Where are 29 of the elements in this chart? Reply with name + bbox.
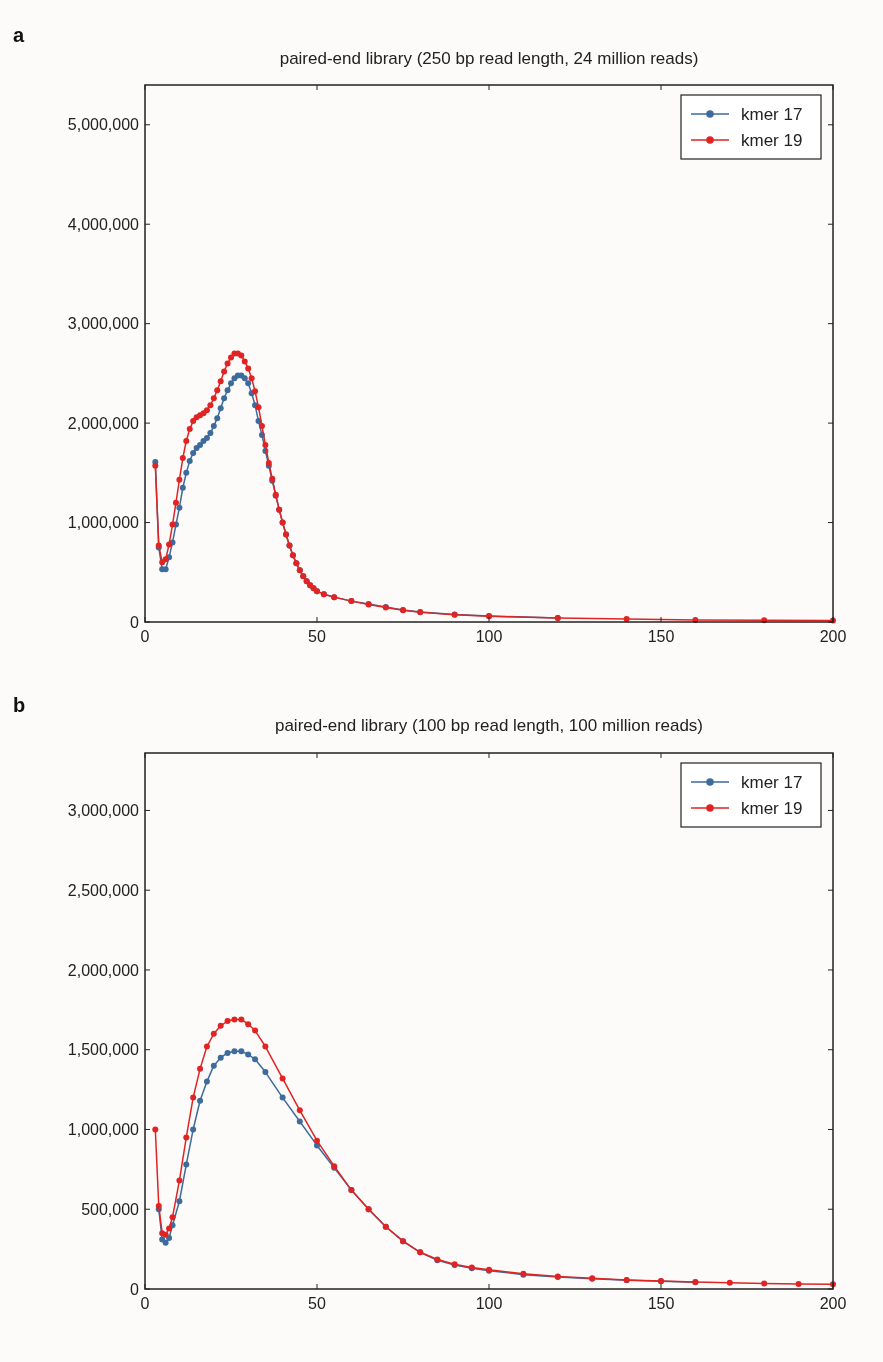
legend-label: kmer 19 <box>741 130 803 150</box>
y-tick-label: 500,000 <box>81 1200 140 1218</box>
y-tick-label: 5,000,000 <box>67 116 140 134</box>
x-tick-label: 200 <box>819 1295 847 1312</box>
legend-label: kmer 19 <box>741 798 803 818</box>
chart-title: paired-end library (100 bp read length, 100 million reads) <box>274 716 704 735</box>
x-tick-label: 150 <box>647 1295 675 1312</box>
x-tick-label: 100 <box>475 1295 503 1312</box>
y-tick-label: 4,000,000 <box>67 215 140 233</box>
legend-label: kmer 17 <box>741 104 803 124</box>
y-tick-label: 0 <box>130 613 140 631</box>
y-tick-label: 1,500,000 <box>67 1041 140 1059</box>
x-tick-label: 50 <box>308 628 326 645</box>
y-tick-label: 1,000,000 <box>67 514 140 532</box>
chart-title: paired-end library (250 bp read length, 24 million reads) <box>279 49 699 68</box>
text: b <box>13 694 26 716</box>
text: a <box>13 24 25 46</box>
y-tick-label: 2,500,000 <box>67 881 140 899</box>
y-tick-label: 1,000,000 <box>67 1121 140 1139</box>
y-tick-label: 0 <box>130 1280 140 1298</box>
y-tick-label: 3,000,000 <box>67 315 140 333</box>
y-tick-label: 2,000,000 <box>67 961 140 979</box>
x-tick-label: 50 <box>308 1295 326 1312</box>
x-tick-label: 100 <box>475 628 503 645</box>
x-tick-label: 150 <box>647 628 675 645</box>
y-tick-label: 2,000,000 <box>67 414 140 432</box>
legend-label: kmer 17 <box>741 772 803 792</box>
y-tick-label: 3,000,000 <box>67 802 140 820</box>
x-tick-label: 200 <box>819 628 847 645</box>
